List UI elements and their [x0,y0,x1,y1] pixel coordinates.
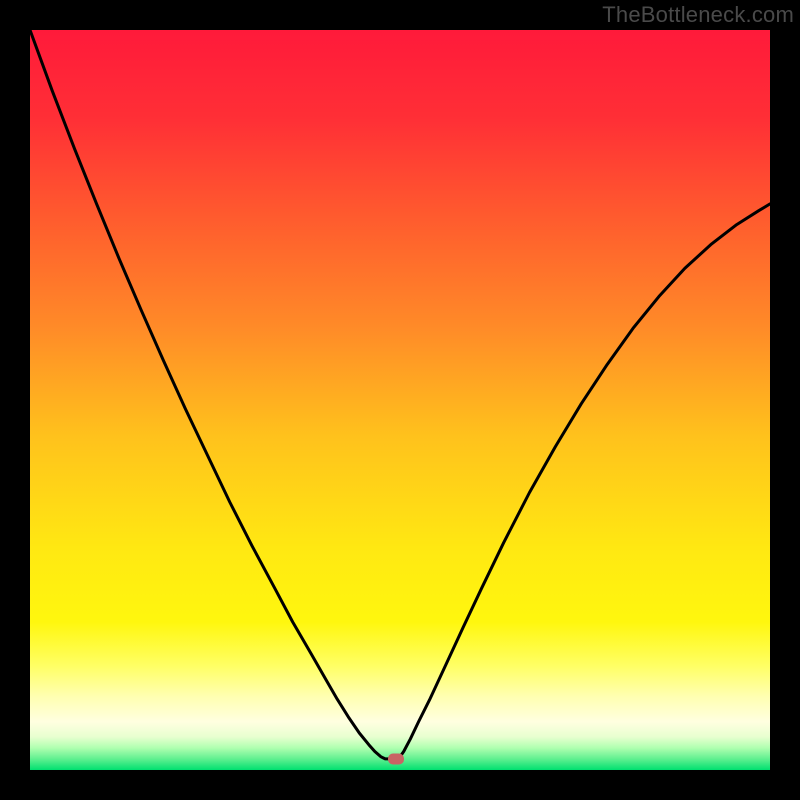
chart-frame: TheBottleneck.com [0,0,800,800]
watermark-label: TheBottleneck.com [602,2,794,28]
optimum-marker [388,753,404,764]
plot-area [30,30,770,770]
bottleneck-curve [30,30,770,770]
